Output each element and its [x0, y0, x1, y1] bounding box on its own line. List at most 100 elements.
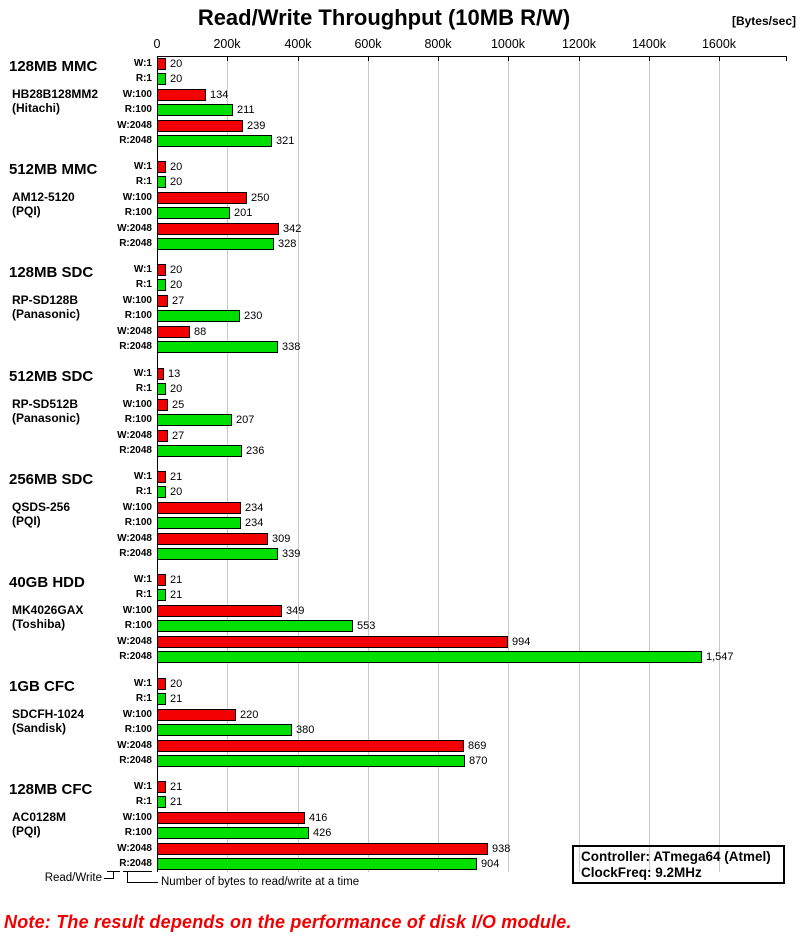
- write-bar: [157, 192, 247, 204]
- note-text: Note: The result depends on the performa…: [4, 912, 572, 932]
- bar-row: R:2048 339: [0, 548, 800, 560]
- device-group: 128MB MMC HB28B128MM2 (Hitachi): [0, 58, 157, 150]
- device-brand: (PQI): [12, 824, 41, 838]
- write-bar: [157, 58, 166, 70]
- bar-row-label: R:1: [135, 796, 152, 807]
- device-model: RP-SD128B: [12, 293, 79, 307]
- read-bar: [157, 238, 274, 250]
- controller-line: Controller: ATmega64 (Atmel): [581, 849, 771, 864]
- axis-tick-mark: [508, 57, 509, 61]
- bar-row-label: W:2048: [117, 223, 152, 234]
- bar-value-label: 338: [282, 341, 301, 353]
- bar-row: W:2048 309: [0, 533, 800, 545]
- bar-row: W:100 234: [0, 502, 800, 514]
- chart-title: Read/Write Throughput (10MB R/W): [197, 5, 571, 30]
- read-bar: [157, 383, 166, 395]
- bar-value-label: 236: [246, 445, 265, 457]
- device-group: 256MB SDC QSDS-256 (PQI): [0, 471, 157, 563]
- bar-value-label: 553: [357, 620, 376, 632]
- device-brand: (PQI): [12, 204, 41, 218]
- write-bar: [157, 843, 488, 855]
- bar-row-label: R:100: [124, 517, 152, 528]
- bar-row-label: R:100: [124, 310, 152, 321]
- bar-row-label: W:1: [133, 574, 152, 585]
- bar-row: R:1 20: [0, 176, 800, 188]
- write-bar: [157, 740, 464, 752]
- read-bar: [157, 724, 292, 736]
- write-bar: [157, 295, 168, 307]
- axis-tick-label: 800k: [424, 37, 452, 51]
- gridline: [438, 57, 439, 872]
- bar-row: R:1 20: [0, 383, 800, 395]
- bar-value-label: 380: [296, 724, 315, 736]
- bar-value-label: 134: [210, 89, 229, 101]
- bar-row-label: R:2048: [119, 548, 152, 559]
- read-bar: [157, 858, 477, 870]
- bar-row-label: W:1: [133, 781, 152, 792]
- bar-value-label: 870: [469, 755, 488, 767]
- bar-row: W:100 349: [0, 605, 800, 617]
- axis-end-tick-mark: [786, 57, 787, 61]
- axis-tick-mark: [368, 57, 369, 61]
- bar-row-label: W:100: [122, 295, 152, 306]
- bar-row: R:100 553: [0, 620, 800, 632]
- bar-row-label: W:1: [133, 678, 152, 689]
- device-name: 128MB MMC: [9, 58, 98, 75]
- bar-value-label: 201: [234, 207, 253, 219]
- write-bar: [157, 709, 236, 721]
- bar-value-label: 21: [170, 589, 183, 601]
- axis-tick-mark: [649, 57, 650, 61]
- bar-row-label: R:1: [135, 279, 152, 290]
- write-bar: [157, 533, 268, 545]
- bar-row: W:2048 239: [0, 120, 800, 132]
- bar-row: R:100 211: [0, 104, 800, 116]
- axis-tick-mark: [438, 57, 439, 61]
- bar-row: W:2048 938: [0, 843, 800, 855]
- bar-row: W:1 20: [0, 264, 800, 276]
- bar-value-label: 904: [481, 858, 500, 870]
- bar-row: W:1 20: [0, 161, 800, 173]
- bar-row: W:2048 27: [0, 430, 800, 442]
- bar-row: W:2048 869: [0, 740, 800, 752]
- write-bar: [157, 605, 282, 617]
- read-bar: [157, 176, 166, 188]
- device-model: RP-SD512B: [12, 397, 79, 411]
- write-bar: [157, 326, 190, 338]
- bar-row-label: R:1: [135, 176, 152, 187]
- device-brand: (Panasonic): [12, 411, 81, 425]
- bar-value-label: 20: [170, 161, 183, 173]
- bar-value-label: 88: [194, 326, 207, 338]
- bar-row: R:100 207: [0, 414, 800, 426]
- device-model: MK4026GAX: [12, 603, 84, 617]
- gridline: [649, 57, 650, 872]
- write-bar: [157, 574, 166, 586]
- bar-value-label: 21: [170, 781, 183, 793]
- axis-tick-label: 200k: [213, 37, 241, 51]
- bar-value-label: 21: [170, 574, 183, 586]
- write-bar: [157, 636, 508, 648]
- bar-value-label: 230: [244, 310, 263, 322]
- device-model: SDCFH-1024: [12, 707, 85, 721]
- bar-value-label: 220: [240, 709, 259, 721]
- bar-row: W:1 20: [0, 678, 800, 690]
- axis-tick-label: 1400k: [631, 37, 667, 51]
- bar-row-label: W:2048: [117, 533, 152, 544]
- bar-value-label: 211: [237, 104, 255, 116]
- bar-row-label: W:1: [133, 471, 152, 482]
- read-bar: [157, 104, 233, 116]
- bar-value-label: 342: [283, 223, 302, 235]
- bar-value-label: 250: [251, 192, 270, 204]
- legend-connector-bytes-h: [127, 882, 158, 883]
- write-bar: [157, 502, 241, 514]
- read-bar: [157, 279, 166, 291]
- write-bar: [157, 223, 279, 235]
- bar-value-label: 20: [170, 73, 183, 85]
- bar-row: W:1 21: [0, 574, 800, 586]
- write-bar: [157, 89, 206, 101]
- bar-value-label: 349: [286, 605, 305, 617]
- device-name: 128MB CFC: [9, 781, 93, 798]
- bar-value-label: 426: [313, 827, 332, 839]
- bar-row-label: W:2048: [117, 120, 152, 131]
- bar-value-label: 321: [276, 135, 295, 147]
- device-brand: (Panasonic): [12, 307, 81, 321]
